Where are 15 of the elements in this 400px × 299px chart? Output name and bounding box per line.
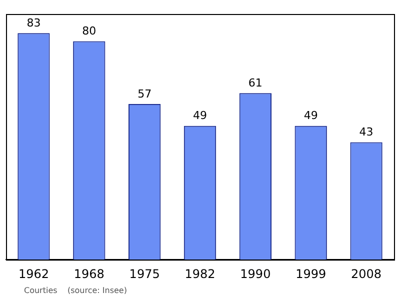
text: Courties (source: Insee) [24,286,127,295]
x-tick-label: 1975 [129,266,160,281]
data-label: 80 [82,24,96,38]
data-label: 57 [138,87,152,100]
data-label: 43 [359,126,374,139]
x-tick-label: 1962 [18,266,49,281]
data-label: 49 [304,109,318,122]
data-label: 61 [248,76,262,90]
data-label: 83 [26,16,41,30]
x-tick-label: 2008 [351,266,382,281]
data-label: 49 [193,109,207,122]
x-tick-label: 1968 [74,266,104,281]
x-tick-label: 1999 [296,266,326,281]
x-tick-label: 1982 [184,266,216,281]
x-tick-label: 1990 [240,266,271,281]
